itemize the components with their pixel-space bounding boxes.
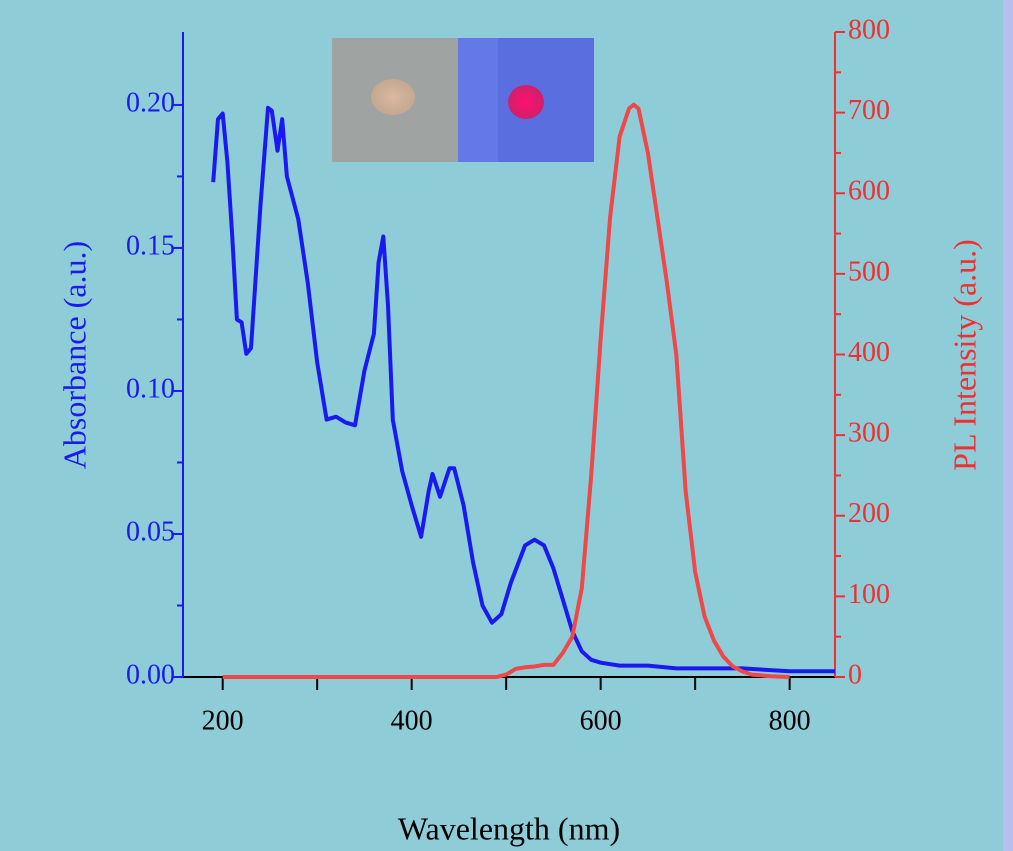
y2-axis-label: PL Intensity (a.u.) [946,239,982,471]
y2-tick-label: 800 [848,14,890,45]
x-tick-label: 200 [202,705,244,736]
y2-tick-label: 200 [848,498,890,529]
x-tick-label: 400 [391,705,433,736]
y2-tick-label: 0 [848,659,862,690]
x-tick-label: 600 [580,705,622,736]
y-tick-label: 0.20 [126,87,175,118]
x-tick-label: 800 [769,705,811,736]
side-strip [1003,0,1013,851]
y-tick-label: 0.15 [126,230,175,261]
data-line [211,105,835,674]
y-tick-label: 0.10 [126,373,175,404]
y2-tick-label: 300 [848,418,890,449]
y-axis-label: Absorbance (a.u.) [56,241,92,469]
y2-tick-label: 500 [848,256,890,287]
y2-tick-label: 600 [848,176,890,207]
y2-tick-label: 700 [848,95,890,126]
data-line [222,102,790,679]
y2-tick-label: 100 [848,579,890,610]
y-tick-label: 0.00 [126,659,175,690]
y2-tick-label: 400 [848,337,890,368]
x-axis-label: Wavelength (nm) [398,810,620,846]
y-tick-label: 0.05 [126,516,175,547]
inset-photo [332,38,594,162]
